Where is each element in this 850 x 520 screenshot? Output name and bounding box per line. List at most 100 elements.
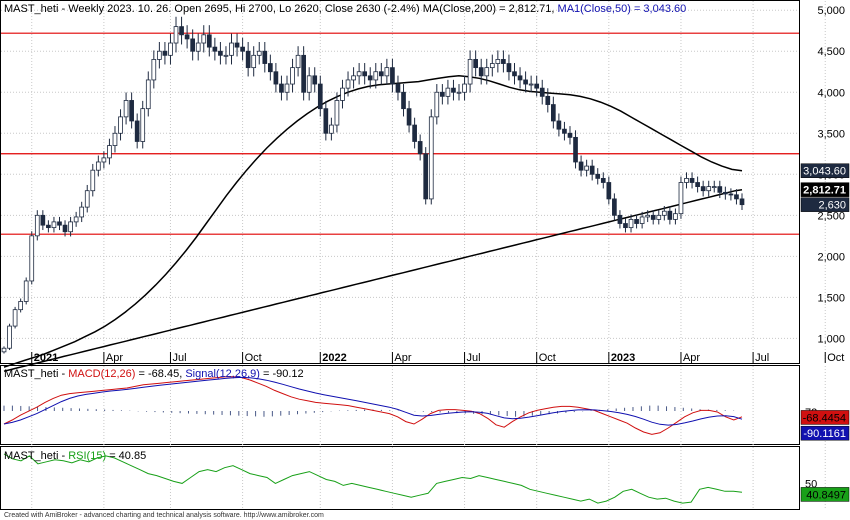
candle-body [168,42,173,56]
candle-body [123,100,129,118]
rsi-value: = 40.85 [109,450,146,462]
candle-body [556,120,562,130]
candle-body [506,63,512,73]
y-tick-label: 4,500 [817,46,845,58]
macd-dash: - [61,368,68,380]
candle-body [145,79,151,110]
candle-body [284,83,290,93]
candle-body [184,34,190,40]
candle-body [334,100,340,126]
candle-body [118,116,123,134]
candle-body [595,173,601,179]
candle-body [501,59,506,64]
candle-body [301,54,306,93]
candle-body [440,91,445,97]
x-tick-label: Oct [539,352,556,364]
candle-body [734,194,739,200]
signal-value: = -90.12 [263,368,304,380]
candle-body [206,34,212,48]
candle-body [723,191,728,195]
x-tick-label: Jul [755,352,769,364]
ma50-price-tag: 3,043.60 [803,166,846,178]
candle-body [384,67,390,77]
rsi-panel [0,446,800,510]
y-tick-label: 1,000 [817,333,845,345]
candle-body [378,71,384,77]
candle-body [728,193,734,196]
candle-body [623,223,628,229]
candle-body [273,71,279,85]
macd-value-tag-box [800,410,850,425]
rsi-title: MAST_heti - RSI(15) = 40.85 [4,450,146,462]
candle-body [351,75,356,81]
candle-body [140,108,146,142]
candle-body [107,145,112,159]
candle-body [129,100,134,122]
candle-body [606,182,612,200]
candle-body [7,325,12,349]
price-ticker: MAST_heti [4,3,58,15]
candle-body [412,124,417,142]
candle-body [484,67,490,77]
candle-body [201,34,207,44]
candle-body [645,214,651,218]
macd-value-tag: -68.4454 [803,412,846,424]
candle-body [1,347,7,353]
candle-body [12,309,18,327]
candle-body [628,219,634,229]
macd-title: MAST_heti - MACD(12,26) = -68.45, Signal… [4,368,304,380]
candle-body [223,54,229,57]
ma200-price-tag: 2,812.71 [803,185,846,197]
macd-value: = -68.45, [139,368,183,380]
ma50-label: MA1(Close,50) = 3,043.60 [558,3,687,15]
x-tick-label: 2021 [34,352,58,364]
candle-body [545,95,551,105]
candle-body [650,214,656,220]
candle-body [695,182,700,188]
macd-name: MACD(12,26) [68,368,135,380]
candle-body [445,87,451,97]
candle-body [406,108,412,126]
rsi-ticker: MAST_heti [4,450,58,462]
candle-body [567,132,573,138]
candle-body [162,50,168,56]
close-price-tag-box [800,197,850,212]
candle-body [173,26,179,44]
candle-body [562,128,567,134]
rsi-value-tag-box [800,487,850,502]
candle-body [290,67,295,85]
candle-body [317,83,323,110]
candle-body [528,83,534,86]
y-tick-label: 3,500 [817,128,845,140]
candle-body [262,50,268,64]
candle-body [240,46,245,52]
candle-body [428,116,434,200]
x-tick-label: 2022 [322,352,346,364]
candle-body [589,165,595,175]
ma200-label: MA(Close,200) = 2,812.71, [423,3,555,15]
ma200-price-tag-box [800,182,850,197]
macd-line [3,376,743,435]
rsi-value-tag: 40.8497 [806,489,846,501]
candle-body [401,91,406,110]
candle-body [157,50,162,60]
candle-body [711,186,717,189]
candle-body [673,213,678,220]
ma50-price-tag-box [800,163,850,178]
candle-body [473,59,478,69]
candle-body [584,165,589,171]
candle-body [218,50,223,56]
candle-body [34,214,40,237]
candle-body [739,198,745,206]
candle-body [600,177,606,183]
candle-body [234,42,240,48]
rsi-line [3,453,743,504]
candle-body [684,177,689,183]
candle-body [517,75,523,81]
candle-body [462,83,467,93]
candle-body [617,214,623,224]
x-tick-label: Jul [172,352,186,364]
candle-body [329,124,334,134]
rsi-dash: - [61,450,68,462]
